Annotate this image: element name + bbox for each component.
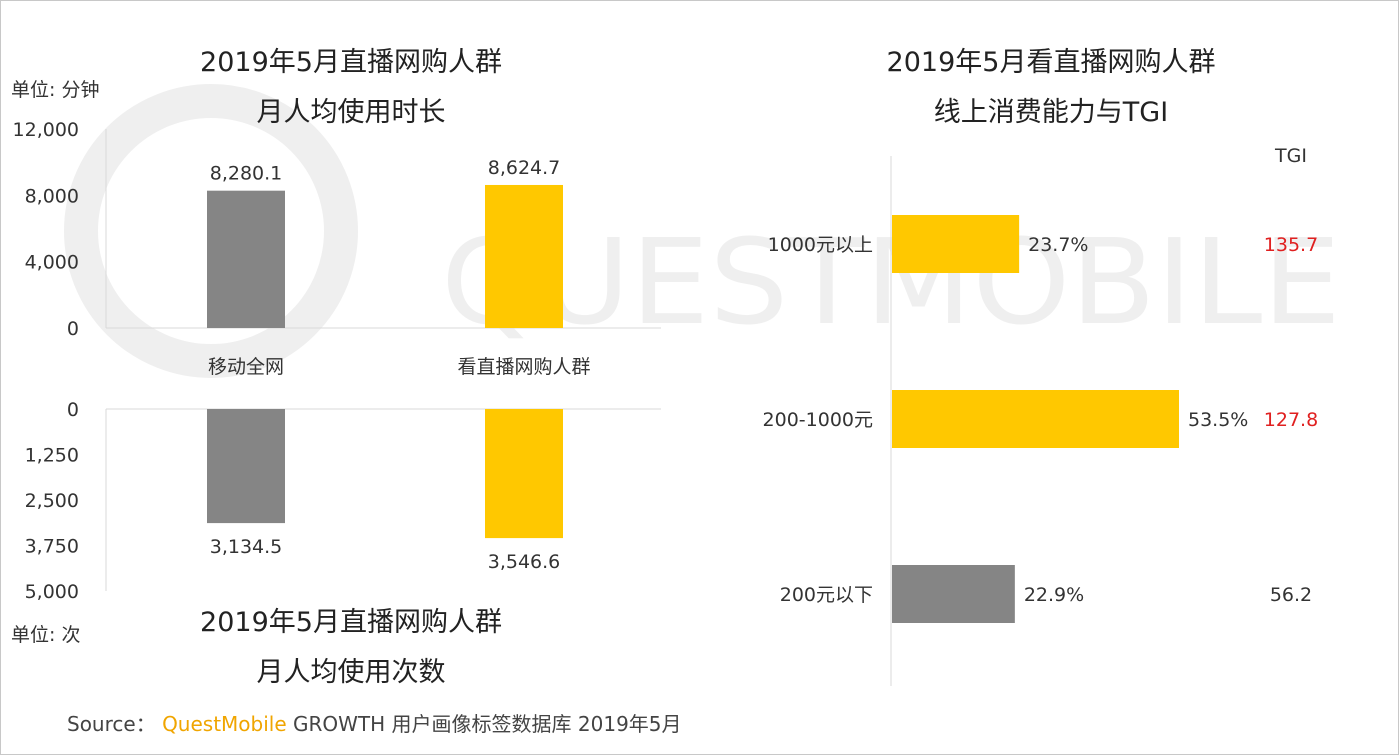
right-bar (892, 390, 1179, 448)
top-y-tick-label: 8,000 (25, 185, 79, 207)
watermark-logo-icon (64, 84, 358, 378)
top-category-label: 移动全网 (208, 356, 284, 378)
bottom-y-tick-label: 5,000 (25, 581, 79, 603)
bottom-y-tick-label: 2,500 (25, 490, 79, 512)
tgi-value: 135.7 (1264, 234, 1318, 256)
right-bar (892, 565, 1015, 623)
top-y-tick-label: 12,000 (13, 119, 79, 141)
bottom-unit-label: 单位: 次 (11, 624, 80, 646)
tgi-header: TGI (1274, 145, 1307, 167)
bottom-y-tick-label: 0 (67, 399, 79, 421)
bottom-bar-value-label: 3,134.5 (210, 536, 283, 558)
top-category-label: 看直播网购人群 (457, 356, 590, 378)
bottom-y-tick-label: 1,250 (25, 445, 79, 467)
tgi-value: 56.2 (1270, 584, 1312, 606)
right-bar-value-label: 53.5% (1188, 409, 1248, 431)
source-label: Source： (67, 712, 156, 736)
top-chart-title: 月人均使用时长 (257, 97, 446, 128)
top-y-tick-label: 4,000 (25, 252, 79, 274)
bottom-chart-title: 月人均使用次数 (257, 657, 446, 688)
right-category-label: 1000元以上 (768, 234, 873, 256)
top-bar-value-label: 8,624.7 (488, 157, 561, 179)
right-category-label: 200元以下 (780, 584, 873, 606)
right-category-label: 200-1000元 (763, 409, 873, 431)
bottom-chart-title: 2019年5月直播网购人群 (200, 607, 502, 638)
source-text: GROWTH 用户画像标签数据库 2019年5月 (293, 712, 682, 736)
right-chart-title: 2019年5月看直播网购人群 (887, 47, 1216, 78)
top-y-tick-label: 0 (67, 318, 79, 340)
top-unit-label: 单位: 分钟 (11, 79, 99, 101)
source-brand: QuestMobile (162, 712, 287, 736)
right-bar-value-label: 23.7% (1028, 234, 1088, 256)
bottom-bar (485, 409, 563, 539)
source-line: Source： QuestMobile GROWTH 用户画像标签数据库 201… (67, 708, 682, 737)
right-chart-title: 线上消费能力与TGI (934, 97, 1168, 128)
top-bar (207, 190, 285, 328)
tgi-value: 127.8 (1264, 409, 1318, 431)
top-chart-title: 2019年5月直播网购人群 (200, 47, 502, 78)
bottom-y-tick-label: 3,750 (25, 536, 79, 558)
bottom-bar (207, 409, 285, 524)
top-bar (485, 184, 563, 328)
bottom-bar-value-label: 3,546.6 (488, 551, 561, 573)
right-bar (892, 215, 1020, 273)
top-bar-value-label: 8,280.1 (210, 163, 283, 185)
right-bar-value-label: 22.9% (1024, 584, 1084, 606)
